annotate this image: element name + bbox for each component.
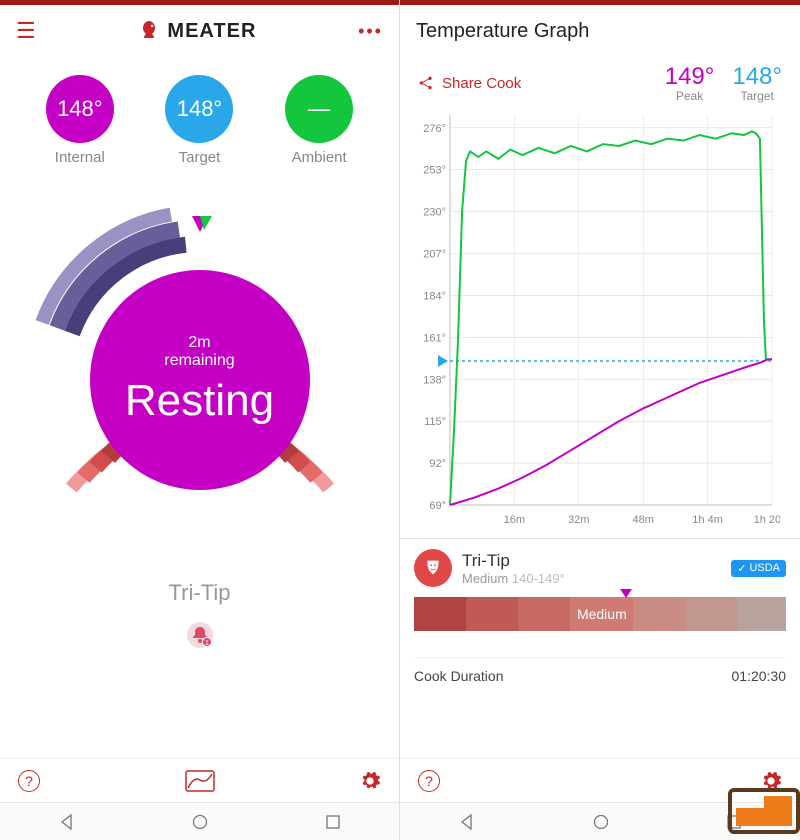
internal-label: Internal	[55, 149, 105, 166]
meat-title: Tri-Tip	[462, 551, 565, 571]
android-navbar	[0, 802, 399, 840]
graph-screen: Temperature Graph Share Cook 149° Peak 1…	[400, 0, 800, 840]
nav-home-icon[interactable]	[192, 814, 208, 830]
svg-text:1h 4m: 1h 4m	[692, 514, 723, 526]
settings-icon[interactable]	[359, 770, 381, 792]
main-screen: ☰ MEATER ••• 148° Internal 148° Target —	[0, 0, 400, 840]
share-icon	[418, 75, 434, 91]
temperature-chart[interactable]: 69° 92° 115° 138° 161° 184° 207° 230° 253° 276° 16…	[400, 103, 800, 538]
svg-text:115°: 115°	[424, 416, 446, 428]
nav-back-icon[interactable]	[58, 813, 76, 831]
svg-text:92°: 92°	[429, 458, 446, 470]
bottom-toolbar-left: ?	[0, 758, 399, 802]
header: ☰ MEATER •••	[0, 5, 399, 57]
brand: MEATER	[137, 19, 256, 43]
time-remaining: 2m remaining	[164, 334, 234, 370]
nav-back-icon[interactable]	[458, 813, 476, 831]
peak-label: Peak	[665, 89, 715, 103]
svg-text:32m: 32m	[568, 514, 589, 526]
svg-text:276°: 276°	[423, 123, 446, 135]
cook-dial[interactable]: 2m remaining Resting	[0, 210, 399, 550]
svg-text:48m: 48m	[632, 514, 653, 526]
brand-logo-icon	[137, 19, 161, 43]
target-value: 148°	[177, 96, 223, 122]
share-label: Share Cook	[442, 75, 521, 92]
peak-values: 149° Peak 148° Target	[665, 63, 782, 103]
svg-text:1h 20m: 1h 20m	[754, 514, 780, 526]
cook-duration-value: 01:20:30	[732, 668, 787, 684]
graph-tab-icon[interactable]	[185, 770, 215, 792]
dial-center: 2m remaining Resting	[90, 270, 310, 490]
share-row: Share Cook 149° Peak 148° Target	[400, 57, 800, 103]
nav-home-icon[interactable]	[593, 814, 609, 830]
target-label: Target	[179, 149, 221, 166]
cook-duration-row: Cook Duration 01:20:30	[414, 657, 786, 684]
internal-temp[interactable]: 148° Internal	[46, 75, 114, 166]
help-icon[interactable]: ?	[418, 770, 440, 792]
svg-text:138°: 138°	[423, 374, 446, 386]
temperature-summary: 148° Internal 148° Target — Ambient	[0, 57, 399, 170]
svg-text:207°: 207°	[423, 249, 446, 261]
ambient-value: —	[308, 96, 330, 122]
svg-text:1: 1	[205, 640, 209, 647]
help-icon[interactable]: ?	[18, 770, 40, 792]
cook-info-card: Tri-Tip Medium 140-149° ✓USDA Medium Coo…	[400, 538, 800, 690]
svg-text:69°: 69°	[429, 500, 446, 512]
internal-value: 148°	[57, 96, 103, 122]
peak-value: 149°	[665, 63, 715, 91]
chart-svg: 69° 92° 115° 138° 161° 184° 207° 230° 253° 276° 16…	[412, 109, 780, 529]
meat-icon	[414, 549, 452, 587]
ambient-label: Ambient	[292, 149, 347, 166]
alerts-button[interactable]: 1	[0, 620, 399, 655]
svg-text:16m: 16m	[504, 514, 525, 526]
nav-recents-icon[interactable]	[325, 814, 341, 830]
svg-text:230°: 230°	[423, 207, 446, 219]
target-peak-label: Target	[732, 89, 782, 103]
svg-text:184°: 184°	[423, 290, 446, 302]
menu-icon[interactable]: ☰	[16, 20, 36, 42]
target-temp[interactable]: 148° Target	[165, 75, 233, 166]
bell-icon: 1	[185, 620, 215, 650]
meat-subtitle: Medium 140-149°	[462, 571, 565, 586]
cut-name[interactable]: Tri-Tip	[0, 580, 399, 606]
ambient-temp[interactable]: — Ambient	[285, 75, 353, 166]
svg-text:161°: 161°	[423, 332, 446, 344]
brand-name: MEATER	[167, 20, 256, 43]
more-icon[interactable]: •••	[358, 21, 383, 42]
watermark-icon	[728, 788, 800, 834]
doneness-bar[interactable]: Medium	[414, 597, 786, 631]
share-button[interactable]: Share Cook	[418, 75, 521, 92]
target-peak-value: 148°	[732, 63, 782, 91]
page-title: Temperature Graph	[400, 5, 800, 57]
svg-text:253°: 253°	[423, 165, 446, 177]
usda-badge: ✓USDA	[731, 560, 786, 577]
cook-status: Resting	[125, 376, 274, 426]
cook-duration-label: Cook Duration	[414, 668, 504, 684]
